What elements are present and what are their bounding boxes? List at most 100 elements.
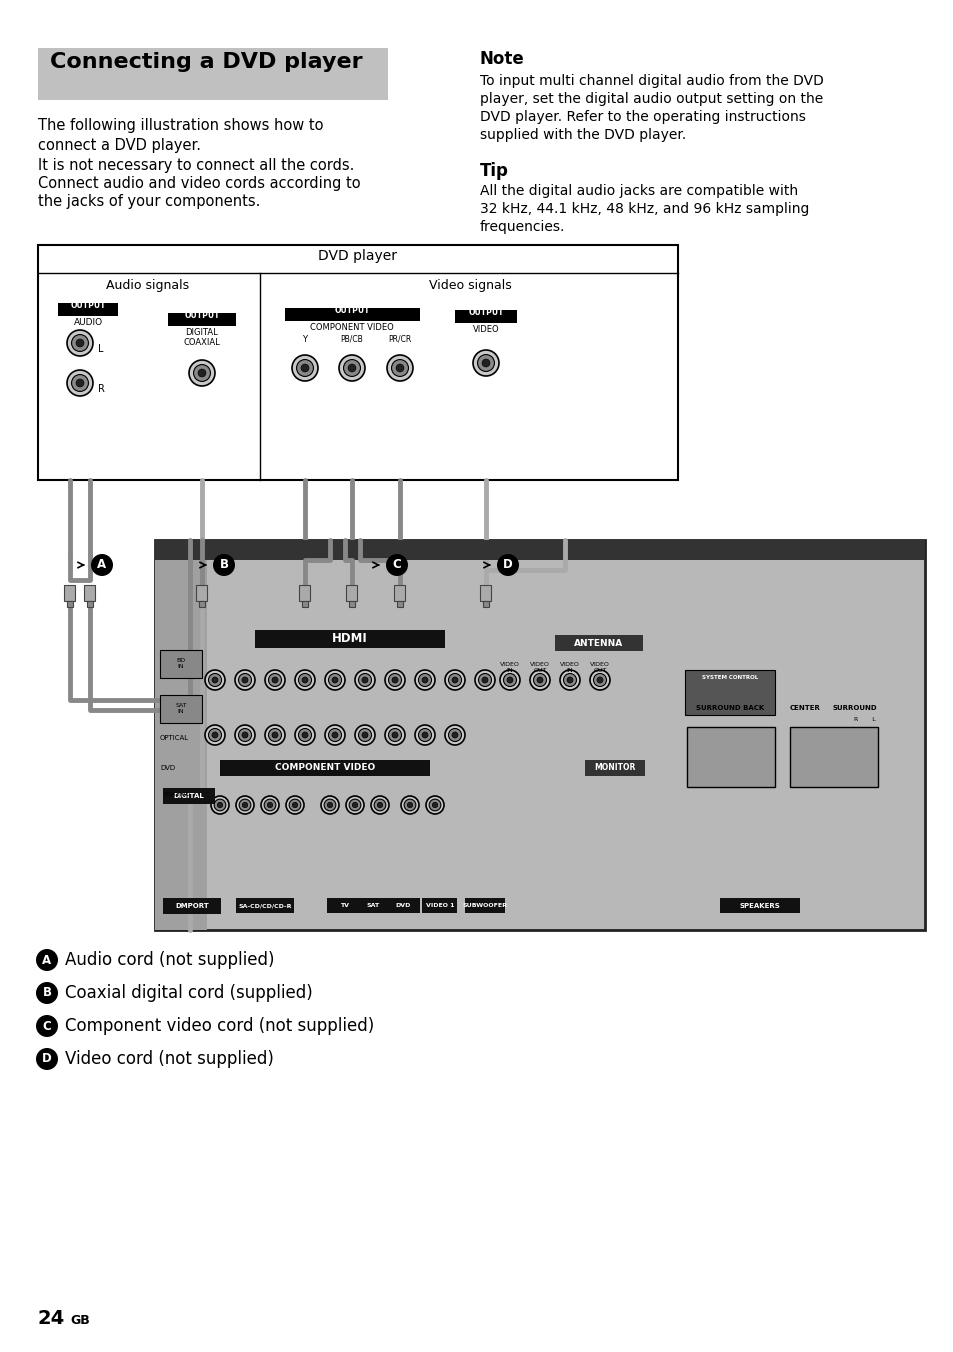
Circle shape — [358, 673, 371, 687]
Circle shape — [209, 729, 221, 741]
Circle shape — [212, 677, 218, 683]
Circle shape — [242, 677, 248, 683]
Circle shape — [503, 673, 516, 687]
Circle shape — [76, 379, 84, 387]
Circle shape — [217, 802, 222, 807]
Circle shape — [189, 360, 214, 387]
Bar — [464, 898, 505, 913]
Bar — [85, 585, 95, 602]
Circle shape — [444, 671, 464, 690]
Text: C: C — [43, 1019, 51, 1033]
Circle shape — [294, 725, 314, 745]
Text: the jacks of your components.: the jacks of your components. — [38, 193, 260, 210]
Circle shape — [421, 731, 428, 738]
Circle shape — [566, 677, 573, 683]
Text: Tip: Tip — [479, 162, 508, 180]
Bar — [160, 650, 202, 677]
Bar — [480, 585, 491, 602]
Circle shape — [324, 799, 335, 811]
Bar — [422, 898, 457, 913]
Circle shape — [294, 671, 314, 690]
Circle shape — [355, 671, 375, 690]
Circle shape — [499, 671, 519, 690]
Circle shape — [388, 729, 401, 741]
Circle shape — [386, 554, 408, 576]
Circle shape — [325, 725, 345, 745]
Text: Video cord (not supplied): Video cord (not supplied) — [65, 1051, 274, 1068]
Text: GB: GB — [70, 1314, 90, 1328]
Circle shape — [209, 673, 221, 687]
Text: COMPONENT VIDEO: COMPONENT VIDEO — [310, 323, 394, 333]
Circle shape — [429, 799, 440, 811]
Circle shape — [392, 731, 397, 738]
Circle shape — [36, 1048, 58, 1069]
Circle shape — [238, 673, 252, 687]
Text: frequencies.: frequencies. — [479, 220, 565, 234]
Text: A: A — [42, 953, 51, 967]
Circle shape — [388, 673, 401, 687]
Circle shape — [477, 354, 494, 372]
Text: Note: Note — [479, 50, 524, 68]
Bar — [285, 308, 419, 320]
Text: VIDEO
IN: VIDEO IN — [499, 662, 519, 673]
Text: To input multi channel digital audio from the DVD: To input multi channel digital audio fro… — [479, 74, 823, 88]
Text: SA-CD/CD/CD-R: SA-CD/CD/CD-R — [238, 903, 292, 909]
Text: Video signals: Video signals — [428, 279, 511, 292]
Text: PB/CB: PB/CB — [340, 335, 363, 343]
Circle shape — [242, 802, 248, 807]
Circle shape — [265, 725, 285, 745]
Circle shape — [385, 725, 405, 745]
Text: Connecting a DVD player: Connecting a DVD player — [50, 51, 362, 72]
Bar — [160, 695, 202, 723]
Text: DVD: DVD — [160, 765, 175, 771]
Circle shape — [355, 725, 375, 745]
Circle shape — [395, 364, 403, 372]
Circle shape — [205, 671, 225, 690]
Circle shape — [448, 673, 461, 687]
Bar — [355, 898, 390, 913]
Text: A: A — [97, 558, 107, 572]
Circle shape — [292, 802, 297, 807]
Circle shape — [212, 731, 218, 738]
Bar — [163, 788, 214, 804]
Bar — [67, 602, 72, 607]
Text: VIDEO: VIDEO — [472, 324, 498, 334]
Circle shape — [452, 731, 457, 738]
Text: MONITOR: MONITOR — [594, 764, 635, 772]
Circle shape — [328, 729, 341, 741]
Circle shape — [346, 796, 364, 814]
Text: OPTICAL: OPTICAL — [160, 735, 189, 741]
Text: SUBWOOFER: SUBWOOFER — [462, 903, 507, 909]
Circle shape — [343, 360, 360, 376]
Bar — [346, 585, 357, 602]
Text: B: B — [219, 558, 229, 572]
Circle shape — [298, 673, 312, 687]
Circle shape — [559, 671, 579, 690]
Circle shape — [211, 796, 229, 814]
Text: The following illustration shows how to: The following illustration shows how to — [38, 118, 323, 132]
Circle shape — [242, 731, 248, 738]
Circle shape — [338, 356, 365, 381]
Text: OUTPUT: OUTPUT — [468, 308, 503, 316]
Circle shape — [193, 365, 211, 381]
Text: DVD player. Refer to the operating instructions: DVD player. Refer to the operating instr… — [479, 110, 805, 124]
Circle shape — [213, 554, 234, 576]
Circle shape — [286, 796, 304, 814]
Text: COAXIAL: COAXIAL — [163, 792, 191, 796]
Text: SURROUND: SURROUND — [832, 704, 877, 711]
Text: VIDEO
OUT: VIDEO OUT — [530, 662, 549, 673]
Circle shape — [36, 982, 58, 1005]
Bar — [87, 602, 92, 607]
Text: D: D — [42, 1052, 51, 1065]
Circle shape — [387, 356, 413, 381]
Circle shape — [478, 673, 491, 687]
Circle shape — [71, 334, 89, 352]
Circle shape — [418, 673, 431, 687]
Bar — [154, 539, 924, 560]
Text: DIGITAL: DIGITAL — [173, 794, 204, 799]
Circle shape — [268, 673, 281, 687]
Bar — [168, 314, 235, 326]
Circle shape — [537, 677, 542, 683]
Text: COAXIAL: COAXIAL — [183, 338, 220, 347]
Text: PR/CR: PR/CR — [388, 335, 411, 343]
